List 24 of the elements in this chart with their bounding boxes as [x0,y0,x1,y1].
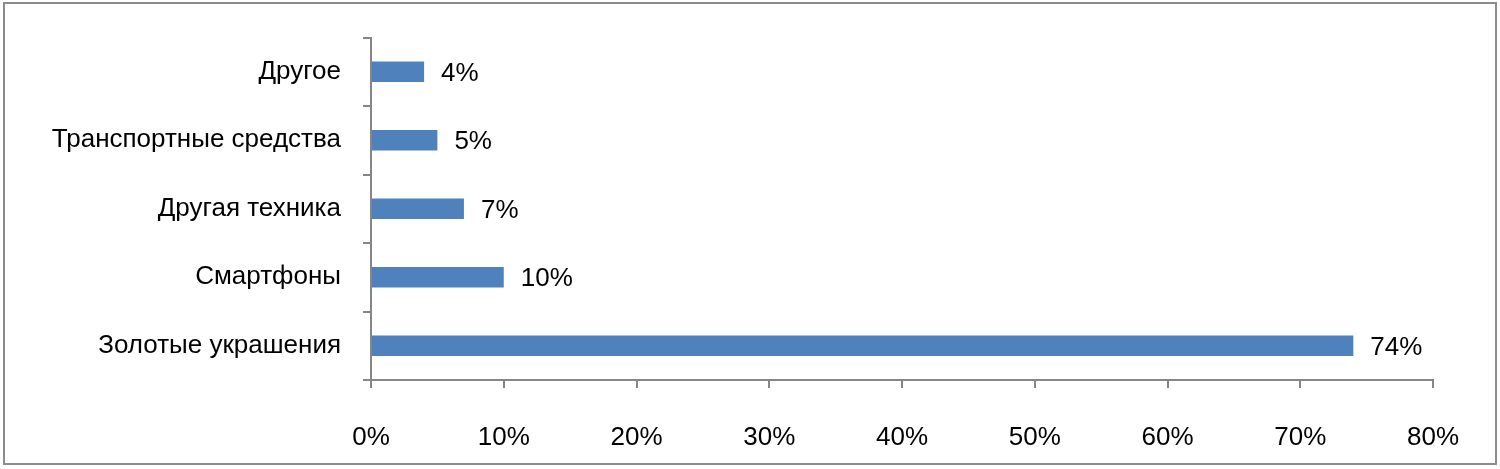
x-tick-label: 60% [1141,420,1194,451]
data-label: 74% [1370,330,1423,361]
x-tick-label: 0% [352,420,390,451]
data-label: 10% [520,262,573,293]
x-tick-label: 40% [875,420,929,451]
bar [372,61,425,83]
y-tick-label: Другое [258,55,341,86]
x-tick-label: 10% [477,420,530,451]
bar [372,130,438,151]
y-tick-label: Золотые украшения [98,328,341,359]
data-label: 7% [480,193,519,224]
bar [372,335,1354,357]
bar [372,198,464,220]
data-label: 5% [454,125,492,156]
x-tick-label: 20% [610,420,663,451]
y-tick-label: Смартфоны [195,260,341,291]
data-label: 4% [441,57,479,88]
x-tick-label: 80% [1406,420,1460,451]
x-tick-label: 30% [743,420,796,451]
bar [372,267,504,288]
y-tick-label: Транспортные средства [51,123,342,154]
y-tick-label: Другая техника [157,191,342,222]
x-tick-label: 70% [1274,420,1327,451]
x-tick-label: 50% [1008,420,1061,451]
